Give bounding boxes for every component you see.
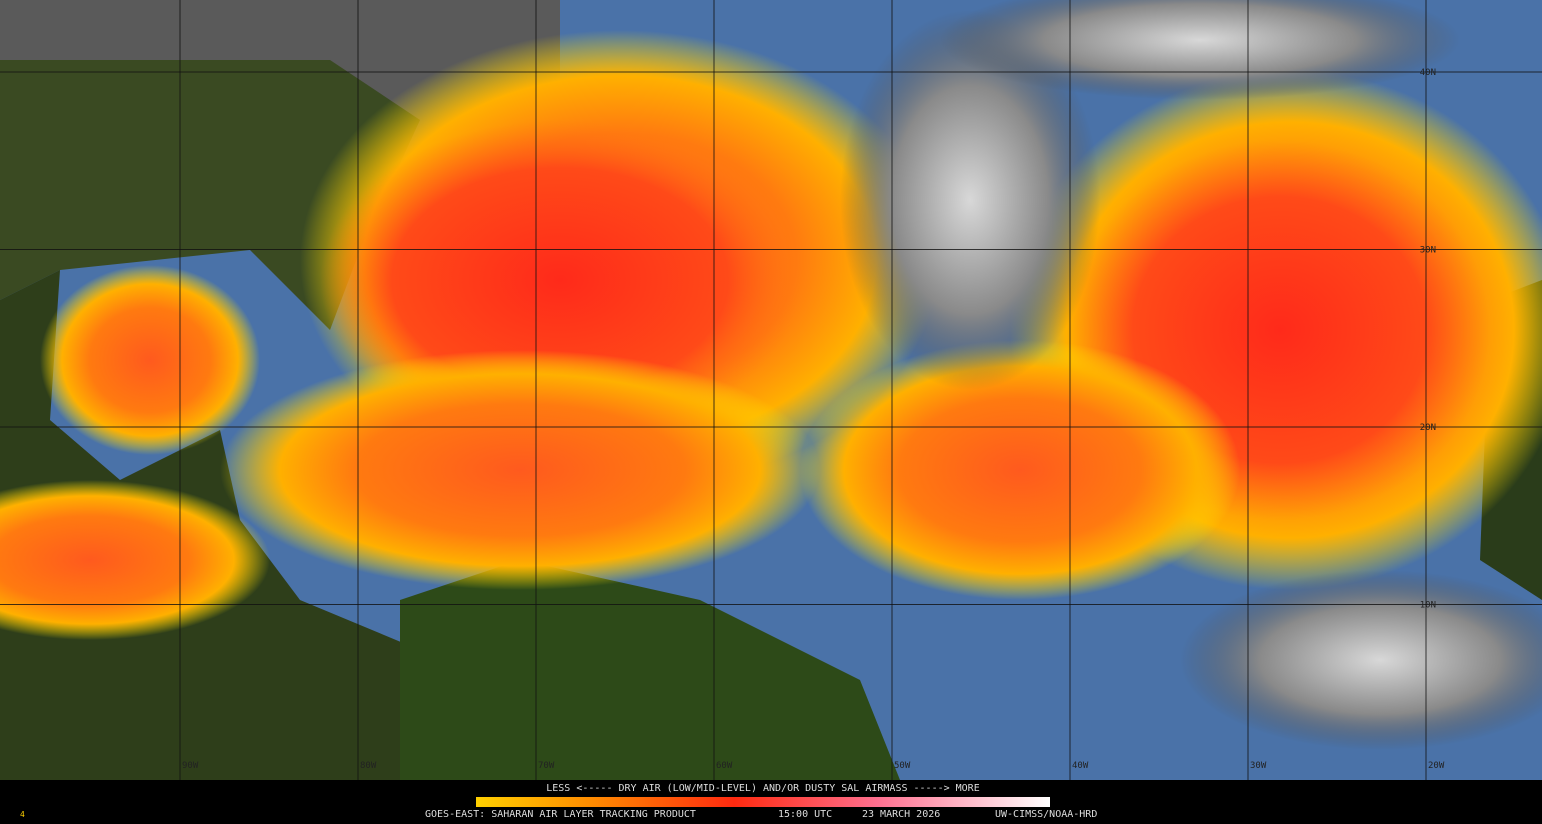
lat-label: 30N — [1420, 246, 1436, 256]
time: 15:00 UTC — [778, 809, 832, 820]
lon-label: 50W — [894, 761, 911, 771]
lon-label: 30W — [1250, 761, 1267, 771]
lon-label: 60W — [716, 761, 733, 771]
land — [400, 560, 900, 780]
dust-region — [800, 340, 1240, 600]
product-name: GOES-EAST: SAHARAN AIR LAYER TRACKING PR… — [425, 809, 696, 820]
frame-number: 4 — [20, 810, 25, 819]
lon-label: 20W — [1428, 761, 1445, 771]
imagery — [0, 0, 1542, 780]
lat-label: 20N — [1420, 423, 1436, 433]
date: 23 MARCH 2026 — [862, 809, 940, 820]
colorbar — [476, 797, 1050, 807]
lon-label: 40W — [1072, 761, 1089, 771]
colorbar-caption: LESS <----- DRY AIR (LOW/MID-LEVEL) AND/… — [546, 783, 979, 794]
credit: UW-CIMSS/NOAA-HRD — [995, 809, 1097, 820]
lon-label: 80W — [360, 761, 377, 771]
cloud-band — [840, 10, 1100, 390]
cloud-band — [1180, 570, 1542, 750]
lon-label: 70W — [538, 761, 555, 771]
dust-region — [220, 350, 820, 590]
lat-label: 40N — [1420, 68, 1436, 78]
dust-region — [0, 480, 270, 640]
lat-lon-grid: 40N 30N 20N 10N 90W 80W 70W 60W 50W 40W 30W 20W — [0, 0, 1542, 780]
dust-region — [40, 265, 260, 455]
lon-label: 90W — [182, 761, 199, 771]
lat-label: 10N — [1420, 601, 1436, 611]
